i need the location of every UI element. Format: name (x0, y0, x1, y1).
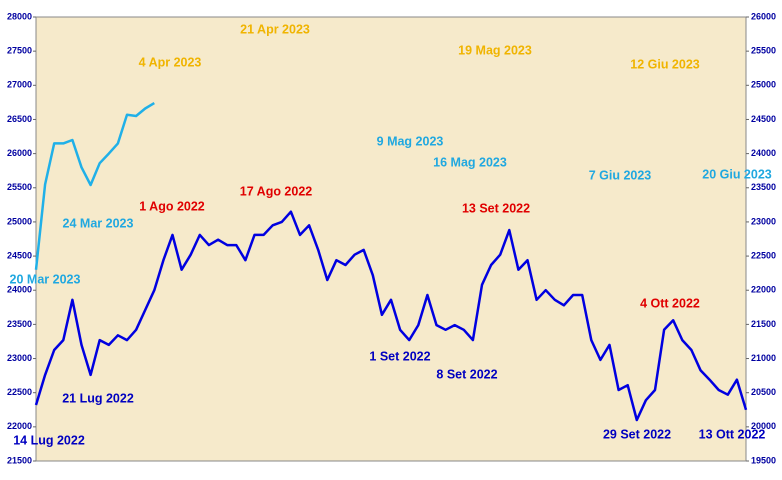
annotation: 9 Mag 2023 (377, 134, 444, 148)
y-tick-label: 26500 (7, 114, 32, 124)
y-tick-label: 27000 (7, 80, 32, 90)
y2-tick-label: 20000 (751, 421, 776, 431)
y2-tick-label: 21000 (751, 353, 776, 363)
y2-tick-label: 24000 (751, 148, 776, 158)
annotation: 1 Ago 2022 (139, 199, 205, 213)
y-tick-label: 24000 (7, 285, 32, 295)
y-tick-label: 23500 (7, 319, 32, 329)
y-tick-label: 25500 (7, 182, 32, 192)
annotation: 8 Set 2022 (436, 367, 497, 381)
y-tick-label: 22000 (7, 421, 32, 431)
annotation: 20 Mar 2023 (10, 272, 81, 286)
annotation: 13 Set 2022 (462, 201, 530, 215)
y-tick-label: 23000 (7, 353, 32, 363)
y2-tick-label: 22000 (751, 285, 776, 295)
y-tick-label: 27500 (7, 46, 32, 56)
annotation: 4 Apr 2023 (139, 55, 202, 69)
y2-tick-label: 23000 (751, 216, 776, 226)
annotation: 21 Lug 2022 (62, 391, 134, 405)
y2-tick-label: 22500 (751, 250, 776, 260)
annotation: 17 Ago 2022 (240, 184, 313, 198)
y-tick-label: 21500 (7, 455, 32, 465)
y-tick-label: 22500 (7, 387, 32, 397)
annotation: 4 Ott 2022 (640, 296, 700, 310)
annotation: 16 Mag 2023 (433, 155, 507, 169)
y2-tick-label: 24500 (751, 114, 776, 124)
y-tick-label: 28000 (7, 11, 32, 21)
annotation: 12 Giu 2023 (630, 57, 700, 71)
annotation: 24 Mar 2023 (63, 216, 134, 230)
y2-tick-label: 20500 (751, 387, 776, 397)
annotation: 13 Ott 2022 (699, 427, 766, 441)
annotation: 19 Mag 2023 (458, 43, 532, 57)
annotation: 14 Lug 2022 (13, 433, 85, 447)
y2-tick-label: 25500 (751, 46, 776, 56)
y-tick-label: 24500 (7, 250, 32, 260)
y-tick-label: 25000 (7, 216, 32, 226)
annotation: 20 Giu 2023 (702, 167, 772, 181)
series-line (34, 102, 155, 270)
annotation: 21 Apr 2023 (240, 22, 310, 36)
annotation: 1 Set 2022 (369, 349, 430, 363)
series-line (34, 210, 748, 422)
y2-tick-label: 26000 (751, 11, 776, 21)
y2-tick-label: 23500 (751, 182, 776, 192)
y2-tick-label: 25000 (751, 80, 776, 90)
annotation: 7 Giu 2023 (589, 168, 652, 182)
annotation: 29 Set 2022 (603, 427, 671, 441)
plot-area (35, 16, 747, 462)
y2-tick-label: 19500 (751, 455, 776, 465)
y-tick-label: 26000 (7, 148, 32, 158)
y2-tick-label: 21500 (751, 319, 776, 329)
